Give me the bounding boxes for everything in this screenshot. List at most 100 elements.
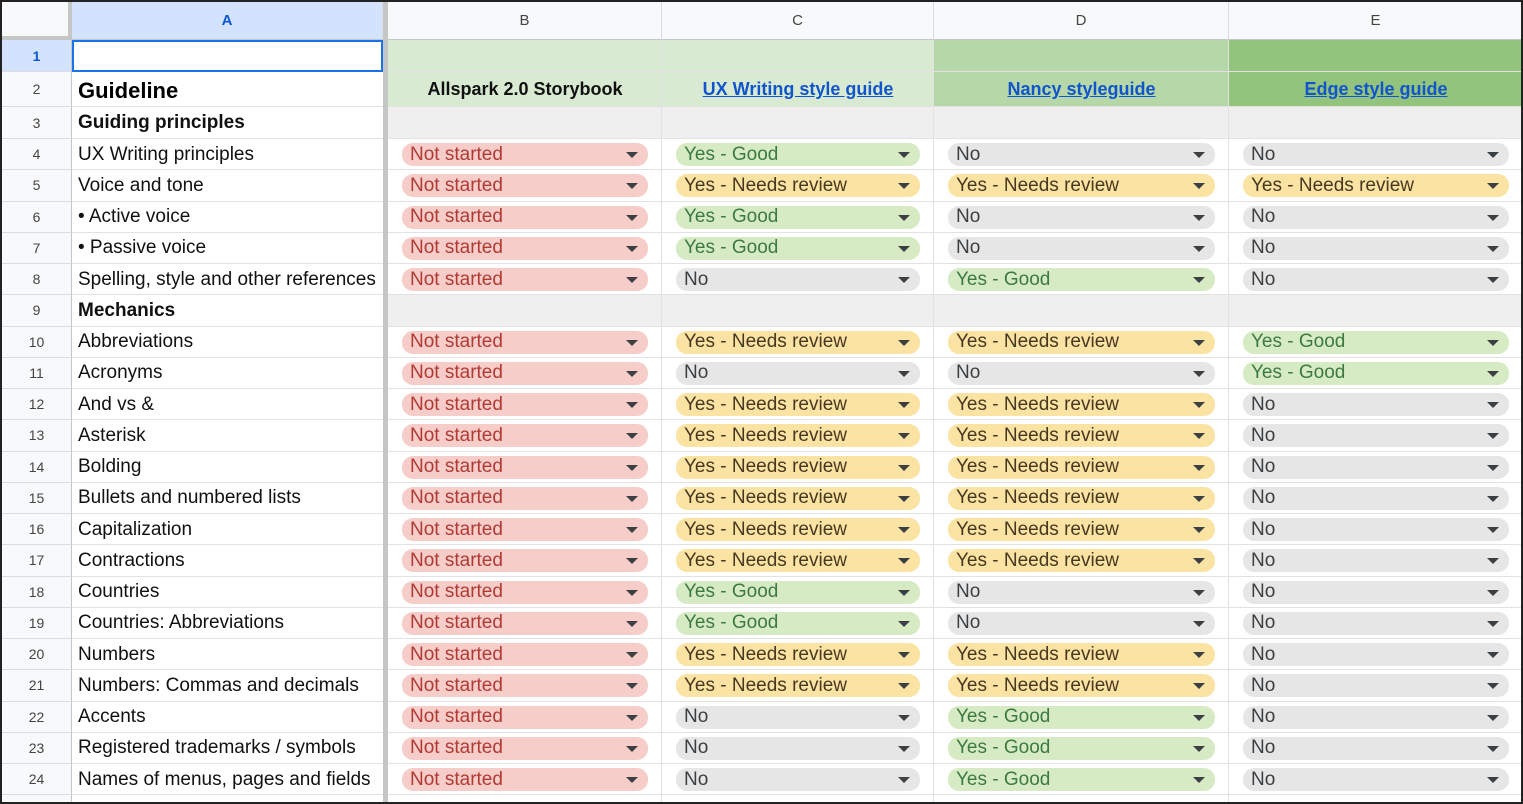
status-chip[interactable]: Yes - Needs review	[676, 643, 920, 667]
row-number[interactable]: 17	[2, 545, 72, 577]
status-chip[interactable]: No	[676, 768, 920, 791]
status-chip[interactable]: Yes - Needs review	[676, 330, 920, 354]
status-chip[interactable]: No	[676, 361, 920, 385]
status-chip[interactable]: Yes - Needs review	[948, 174, 1215, 198]
row-number[interactable]: 3	[2, 107, 72, 139]
status-chip[interactable]: Not started	[402, 330, 648, 354]
row-number[interactable]: 21	[2, 670, 72, 702]
status-chip[interactable]: Yes - Needs review	[948, 455, 1215, 479]
status-chip[interactable]: Not started	[402, 205, 648, 229]
status-chip[interactable]: Not started	[402, 268, 648, 292]
status-chip[interactable]: Not started	[402, 580, 648, 604]
status-chip[interactable]: Not started	[402, 736, 648, 760]
status-chip[interactable]: No	[1243, 455, 1509, 479]
status-chip[interactable]: Yes - Needs review	[676, 549, 920, 573]
row-number[interactable]: 23	[2, 732, 72, 764]
status-chip[interactable]: No	[1243, 486, 1509, 510]
row-number[interactable]: 24	[2, 764, 72, 795]
source-link[interactable]: Nancy styleguide	[1007, 79, 1156, 99]
status-chip[interactable]: Yes - Needs review	[948, 486, 1215, 510]
status-chip[interactable]: Not started	[402, 361, 648, 385]
status-chip[interactable]: No	[1243, 736, 1509, 760]
column-header[interactable]: D	[934, 2, 1229, 40]
status-chip[interactable]: Not started	[402, 486, 648, 510]
row-number[interactable]: 10	[2, 326, 72, 358]
status-chip[interactable]: Yes - Good	[948, 736, 1215, 760]
status-chip[interactable]: No	[1243, 236, 1509, 260]
status-chip[interactable]: Not started	[402, 643, 648, 667]
status-chip[interactable]: No	[1243, 424, 1509, 448]
row-number[interactable]: 2	[2, 72, 72, 107]
status-chip[interactable]: Yes - Good	[676, 236, 920, 260]
status-chip[interactable]: Not started	[402, 236, 648, 260]
status-chip[interactable]: No	[1243, 393, 1509, 417]
status-chip[interactable]: No	[1243, 705, 1509, 729]
selected-cell[interactable]	[72, 40, 383, 72]
status-chip[interactable]: No	[1243, 580, 1509, 604]
status-chip[interactable]: Yes - Good	[948, 768, 1215, 791]
status-chip[interactable]: Yes - Needs review	[948, 549, 1215, 573]
status-chip[interactable]: No	[1243, 611, 1509, 635]
status-chip[interactable]: Yes - Needs review	[948, 674, 1215, 698]
row-number[interactable]: 4	[2, 139, 72, 171]
status-chip[interactable]: No	[1243, 205, 1509, 229]
row-number[interactable]: 13	[2, 420, 72, 452]
row-number[interactable]: 7	[2, 232, 72, 264]
row-number[interactable]: 14	[2, 451, 72, 483]
status-chip[interactable]: Yes - Needs review	[948, 330, 1215, 354]
source-link[interactable]: UX Writing style guide	[702, 79, 894, 99]
status-chip[interactable]: No	[676, 705, 920, 729]
status-chip[interactable]: No	[1243, 518, 1509, 542]
status-chip[interactable]: Yes - Good	[676, 611, 920, 635]
status-chip[interactable]: Not started	[402, 455, 648, 479]
status-chip[interactable]: Yes - Needs review	[676, 518, 920, 542]
status-chip[interactable]: No	[1243, 143, 1509, 167]
status-chip[interactable]: Yes - Needs review	[676, 174, 920, 198]
status-chip[interactable]: No	[948, 143, 1215, 167]
status-chip[interactable]: Not started	[402, 174, 648, 198]
row-number[interactable]: 9	[2, 295, 72, 327]
status-chip[interactable]: No	[1243, 674, 1509, 698]
status-chip[interactable]: Yes - Needs review	[676, 424, 920, 448]
status-chip[interactable]: Yes - Needs review	[676, 455, 920, 479]
status-chip[interactable]: Yes - Good	[1243, 330, 1509, 354]
column-header[interactable]: A	[72, 2, 383, 40]
row-number[interactable]: 1	[2, 40, 72, 72]
status-chip[interactable]: Yes - Needs review	[676, 393, 920, 417]
row-number[interactable]: 15	[2, 482, 72, 514]
source-link[interactable]: Edge style guide	[1304, 79, 1448, 99]
status-chip[interactable]: Yes - Needs review	[676, 674, 920, 698]
row-number[interactable]: 19	[2, 607, 72, 639]
row-number[interactable]: 6	[2, 201, 72, 233]
status-chip[interactable]: Yes - Good	[948, 705, 1215, 729]
status-chip[interactable]: Not started	[402, 768, 648, 791]
row-number[interactable]: 16	[2, 514, 72, 546]
status-chip[interactable]: No	[948, 236, 1215, 260]
row-number[interactable]: 12	[2, 389, 72, 421]
row-number[interactable]: 18	[2, 576, 72, 608]
row-number[interactable]: 8	[2, 264, 72, 296]
status-chip[interactable]: Not started	[402, 674, 648, 698]
status-chip[interactable]: Yes - Needs review	[948, 393, 1215, 417]
status-chip[interactable]: Not started	[402, 705, 648, 729]
status-chip[interactable]: Not started	[402, 518, 648, 542]
status-chip[interactable]: No	[676, 268, 920, 292]
status-chip[interactable]: Not started	[402, 549, 648, 573]
status-chip[interactable]: No	[948, 361, 1215, 385]
status-chip[interactable]: Not started	[402, 424, 648, 448]
status-chip[interactable]: Yes - Good	[676, 143, 920, 167]
status-chip[interactable]: Yes - Needs review	[948, 424, 1215, 448]
status-chip[interactable]: Not started	[402, 611, 648, 635]
status-chip[interactable]: No	[1243, 549, 1509, 573]
status-chip[interactable]: No	[1243, 768, 1509, 791]
column-header[interactable]: E	[1229, 2, 1521, 40]
status-chip[interactable]: Yes - Needs review	[948, 518, 1215, 542]
status-chip[interactable]: Yes - Good	[1243, 361, 1509, 385]
status-chip[interactable]: Yes - Needs review	[676, 486, 920, 510]
column-header[interactable]: C	[662, 2, 934, 40]
status-chip[interactable]: No	[1243, 268, 1509, 292]
status-chip[interactable]: No	[948, 580, 1215, 604]
status-chip[interactable]: No	[1243, 643, 1509, 667]
status-chip[interactable]: Yes - Good	[948, 268, 1215, 292]
column-header[interactable]: B	[388, 2, 662, 40]
